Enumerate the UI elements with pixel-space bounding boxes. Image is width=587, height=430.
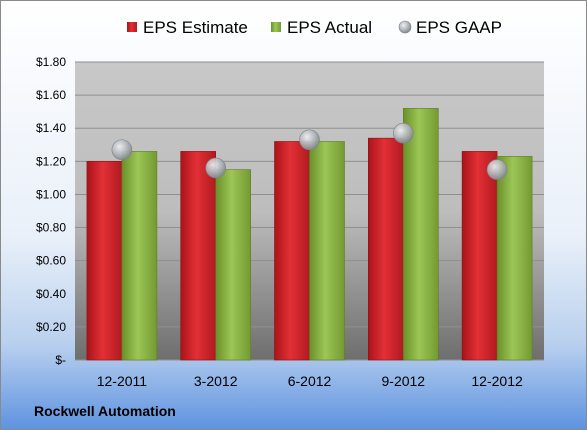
legend-label: EPS Actual bbox=[287, 18, 372, 37]
legend-label: EPS GAAP bbox=[416, 18, 502, 37]
legend-eps-estimate: EPS Estimate bbox=[127, 18, 248, 37]
bar-eps-actual bbox=[215, 169, 251, 361]
gaap-markers bbox=[111, 122, 508, 180]
bar-eps-actual bbox=[496, 156, 533, 361]
legend-swatch bbox=[127, 22, 137, 32]
y-tick-label: $1.60 bbox=[36, 88, 66, 102]
marker-eps-gaap bbox=[205, 157, 226, 179]
y-axis-ticks: $- $0.20 $0.40 $0.60 $0.80 $1.00 $1.20 $1.40 $1.… bbox=[36, 55, 66, 367]
y-tick-label: $1.80 bbox=[36, 55, 66, 69]
bar-eps-estimate bbox=[180, 151, 216, 361]
x-tick-label: 12-2012 bbox=[471, 373, 523, 389]
legend-label: EPS Estimate bbox=[143, 18, 248, 37]
x-tick-label: 3-2012 bbox=[194, 373, 238, 389]
bar-eps-actual bbox=[402, 108, 439, 361]
bar-eps-actual bbox=[309, 141, 345, 361]
bar-eps-estimate bbox=[274, 141, 310, 361]
legend-swatch bbox=[398, 20, 412, 34]
y-tick-label: $0.40 bbox=[36, 287, 66, 301]
y-tick-label: $1.00 bbox=[36, 187, 66, 201]
y-tick-label: $0.80 bbox=[36, 221, 66, 235]
marker-eps-gaap bbox=[111, 139, 133, 161]
y-tick-label: $1.40 bbox=[36, 121, 66, 135]
y-tick-label: $0.20 bbox=[36, 320, 66, 334]
x-axis-labels: 12-2011 3-2012 6-2012 9-2012 12-2012 bbox=[97, 373, 523, 389]
marker-eps-gaap bbox=[299, 129, 320, 151]
y-tick-label: $- bbox=[55, 353, 66, 367]
bar-eps-estimate bbox=[461, 151, 498, 361]
bars bbox=[86, 108, 533, 361]
y-tick-label: $1.20 bbox=[36, 154, 66, 168]
y-tick-label: $0.60 bbox=[36, 254, 66, 268]
x-tick-label: 12-2011 bbox=[97, 373, 148, 389]
x-tick-label: 6-2012 bbox=[288, 373, 332, 389]
marker-eps-gaap bbox=[392, 122, 414, 144]
bar-eps-actual bbox=[121, 151, 158, 361]
legend-swatch bbox=[271, 22, 281, 32]
x-tick-label: 9-2012 bbox=[382, 373, 426, 389]
marker-eps-gaap bbox=[486, 159, 508, 180]
bar-eps-estimate bbox=[367, 137, 404, 361]
legend-eps-gaap: EPS GAAP bbox=[398, 18, 502, 37]
legend-eps-actual: EPS Actual bbox=[271, 18, 372, 37]
company-name: Rockwell Automation bbox=[34, 403, 176, 419]
bar-eps-estimate bbox=[86, 161, 123, 361]
legend: EPS Estimate EPS Actual EPS GAAP bbox=[127, 18, 502, 37]
